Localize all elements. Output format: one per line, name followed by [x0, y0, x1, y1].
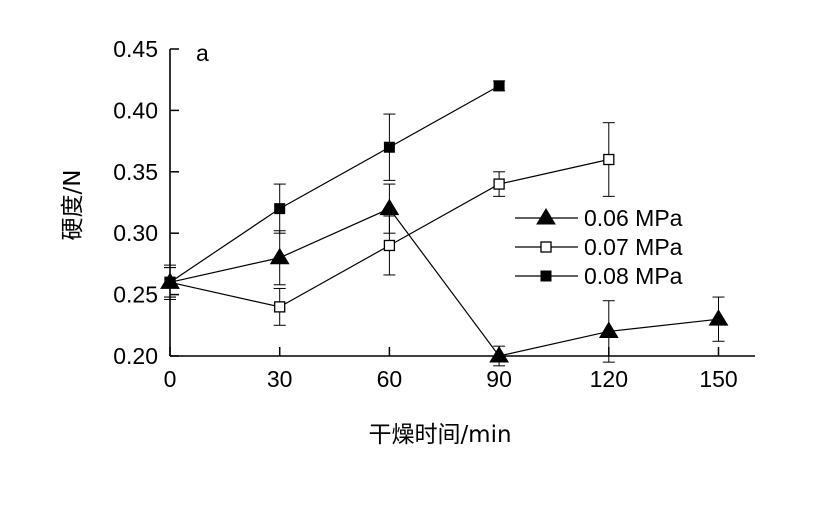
x-tick-label: 60 [377, 366, 403, 392]
data-point-series-1 [379, 198, 400, 216]
y-tick-label: 0.45 [113, 36, 158, 62]
data-point-series-1 [708, 309, 729, 326]
x-tick-label: 120 [590, 366, 628, 392]
axes: 0.20 0.25 0.30 0.35 0.40 0.45 0 30 60 90 120 150 [113, 36, 755, 392]
panel-label: a [196, 40, 209, 66]
x-tick-label: 90 [486, 366, 512, 392]
data-point-series-1 [269, 247, 290, 265]
data-point-series-3 [493, 80, 505, 92]
legend: 0.06 MPa 0.07 MPa 0.08 MPa [515, 205, 683, 289]
legend-marker [540, 241, 552, 253]
y-tick-label: 0.35 [113, 159, 158, 185]
data-point-series-3 [164, 276, 176, 288]
y-tick-label: 0.40 [113, 97, 158, 123]
x-axis-title: 干燥时间/min [368, 422, 511, 448]
x-tick-label: 0 [164, 366, 177, 392]
y-tick-label: 0.30 [113, 220, 158, 246]
series-line-1 [169, 207, 719, 357]
legend-marker [540, 270, 552, 282]
data-point-series-2 [493, 178, 505, 190]
y-tick-label: 0.25 [113, 282, 158, 308]
series-markers [160, 80, 729, 363]
data-point-series-2 [603, 153, 615, 166]
data-point-series-3 [274, 203, 286, 215]
x-tick-label: 150 [699, 366, 737, 392]
data-point-series-2 [274, 301, 286, 313]
legend-label: 0.06 MPa [584, 205, 683, 231]
data-point-series-2 [383, 239, 396, 252]
legend-label: 0.07 MPa [584, 234, 683, 260]
y-tick-label: 0.20 [113, 343, 158, 369]
data-point-series-1 [598, 321, 619, 338]
data-point-series-1 [489, 346, 509, 363]
series-line-3 [169, 85, 500, 283]
x-tick-label: 30 [267, 366, 293, 392]
legend-marker [536, 208, 556, 225]
y-axis-title: 硬度/N [60, 170, 86, 241]
legend-label: 0.08 MPa [584, 263, 683, 289]
data-point-series-3 [383, 141, 395, 153]
